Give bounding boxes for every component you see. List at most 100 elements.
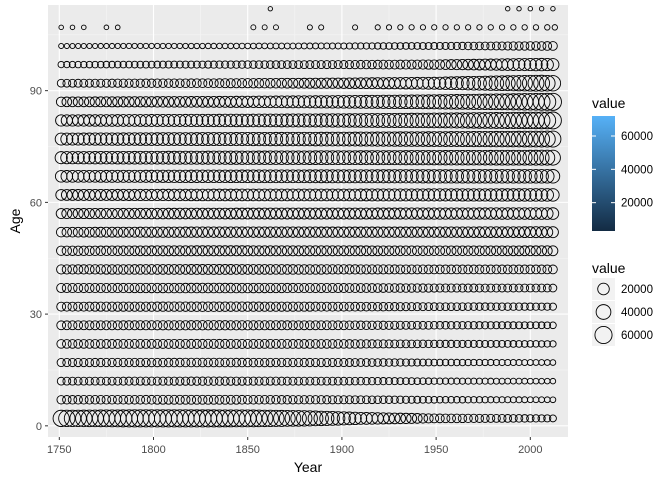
data-point — [350, 339, 360, 349]
data-point — [395, 339, 405, 349]
data-point — [437, 150, 454, 166]
data-point — [168, 207, 180, 220]
data-point — [218, 113, 232, 128]
data-point — [234, 150, 250, 165]
data-point — [494, 169, 510, 184]
data-point — [257, 150, 272, 165]
data-point — [169, 376, 179, 386]
data-point — [180, 264, 191, 275]
data-point — [505, 130, 522, 148]
data-point — [231, 320, 242, 331]
data-point — [387, 150, 403, 166]
data-point — [436, 395, 444, 404]
data-point — [112, 320, 123, 331]
data-point — [508, 41, 518, 51]
data-point — [140, 245, 152, 257]
data-point — [443, 94, 459, 110]
data-point — [144, 150, 159, 165]
y-tick-label: 0 — [36, 421, 42, 433]
data-point — [471, 149, 488, 166]
data-point — [449, 169, 464, 184]
data-point — [497, 41, 507, 51]
data-point — [191, 226, 203, 238]
data-point — [237, 357, 247, 368]
data-point — [96, 357, 106, 368]
data-point — [151, 96, 163, 108]
data-point — [251, 131, 267, 147]
data-point — [315, 77, 327, 89]
data-point — [480, 302, 490, 311]
data-point — [172, 150, 187, 165]
data-point — [112, 264, 123, 275]
data-point — [186, 376, 196, 386]
data-point — [99, 132, 114, 146]
data-point — [401, 283, 411, 293]
data-point — [509, 340, 518, 348]
data-point — [426, 94, 442, 110]
data-point — [230, 226, 243, 238]
data-point — [379, 42, 388, 50]
data-point — [218, 150, 233, 165]
data-point — [236, 282, 248, 294]
data-point — [489, 188, 504, 202]
data-point — [360, 188, 373, 202]
data-point — [441, 321, 450, 330]
data-point — [146, 226, 158, 238]
data-point — [263, 131, 278, 147]
data-point — [344, 339, 355, 349]
data-point — [310, 320, 321, 331]
data-point — [147, 60, 156, 69]
data-point — [331, 95, 345, 109]
data-point — [73, 264, 84, 275]
data-point — [511, 149, 527, 166]
data-point — [129, 264, 140, 275]
data-point — [225, 320, 236, 331]
data-point — [254, 338, 264, 349]
data-point — [355, 283, 366, 293]
data-point — [270, 320, 281, 331]
data-point — [270, 301, 282, 312]
data-point — [372, 226, 384, 238]
data-point — [118, 78, 128, 88]
data-point — [392, 112, 408, 129]
data-point — [455, 188, 470, 202]
data-point — [77, 132, 91, 146]
data-point — [291, 113, 306, 128]
data-point — [265, 395, 276, 405]
data-point — [455, 169, 470, 184]
data-point — [522, 149, 539, 166]
data-point — [122, 150, 136, 165]
data-point — [439, 226, 452, 238]
data-point — [375, 113, 391, 128]
data-point — [441, 283, 451, 293]
data-point — [486, 41, 496, 51]
data-point — [492, 302, 501, 311]
data-point — [350, 283, 361, 293]
data-point — [430, 42, 439, 50]
data-point — [385, 24, 393, 31]
data-point — [267, 6, 273, 12]
data-point — [510, 111, 528, 130]
data-point — [224, 113, 238, 128]
data-point — [468, 245, 480, 257]
data-point — [382, 188, 396, 202]
data-point — [429, 264, 440, 275]
data-point — [551, 24, 558, 31]
data-point — [390, 377, 399, 386]
data-point — [282, 376, 292, 386]
data-point — [472, 169, 487, 184]
data-point — [547, 245, 559, 257]
data-point — [418, 302, 428, 312]
data-point — [105, 169, 119, 183]
data-point — [310, 264, 321, 275]
data-point — [418, 320, 428, 330]
data-point — [417, 59, 428, 70]
data-point — [299, 60, 309, 69]
data-point — [538, 130, 556, 148]
data-point — [207, 169, 221, 184]
data-point — [522, 74, 539, 92]
data-point — [506, 169, 521, 184]
data-point — [310, 357, 321, 368]
data-point — [293, 245, 305, 257]
data-point — [117, 207, 129, 220]
